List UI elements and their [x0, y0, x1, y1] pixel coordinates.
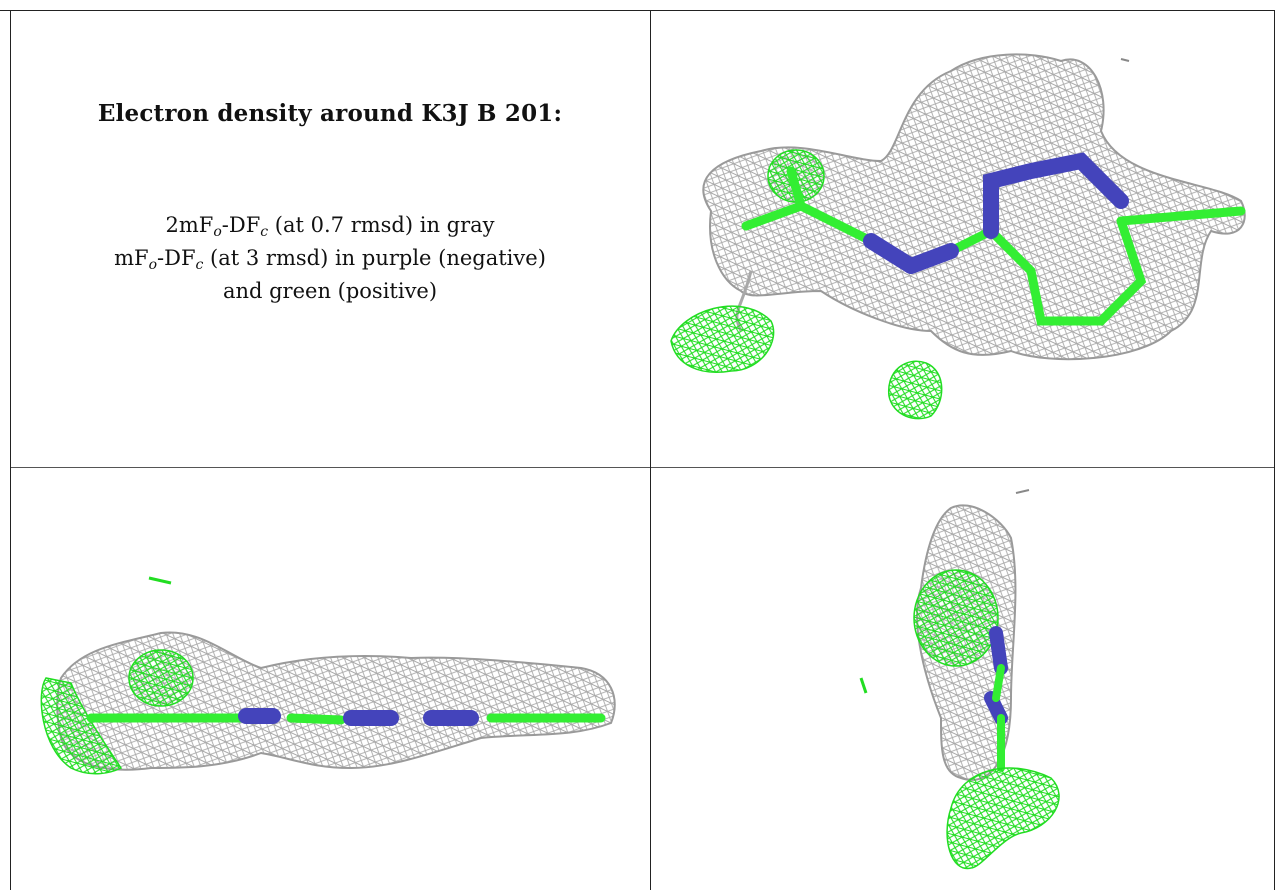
density-view-bottom-right: [651, 468, 1274, 890]
caption-line-1: 2mFo-DFc (at 0.7 rmsd) in gray: [10, 210, 650, 240]
line1-sub1: o: [213, 224, 222, 240]
table-center-divider: [650, 10, 651, 890]
line2-mid: -DF: [157, 246, 196, 270]
line1-mid: -DF: [221, 213, 261, 237]
density-image-bottom-right: [859, 489, 1060, 870]
density-view-top-right: [651, 11, 1274, 467]
table-left-border: [10, 10, 11, 890]
density-image-bottom-left: [40, 576, 616, 775]
density-image-top-right: [670, 53, 1246, 420]
line2-sub2: c: [195, 257, 204, 273]
line2-sub1: o: [148, 257, 158, 273]
table-middle-border: [10, 467, 1275, 468]
line2-suffix: (at 3 rmsd) in purple (negative): [203, 246, 546, 270]
table-top-border: [0, 10, 1275, 11]
caption-title: Electron density around K3J B 201:: [97, 100, 563, 127]
caption-cell: Electron density around K3J B 201: 2mFo-…: [10, 0, 650, 467]
caption-line-2: mFo-DFc (at 3 rmsd) in purple (negative): [10, 243, 650, 273]
density-view-bottom-left: [11, 468, 650, 890]
line1-suffix: (at 0.7 rmsd) in gray: [268, 213, 495, 237]
line2-prefix: mF: [114, 246, 149, 270]
line1-sub2: c: [260, 224, 269, 240]
line1-prefix: 2mF: [165, 213, 214, 237]
caption-line-3: and green (positive): [222, 279, 438, 303]
